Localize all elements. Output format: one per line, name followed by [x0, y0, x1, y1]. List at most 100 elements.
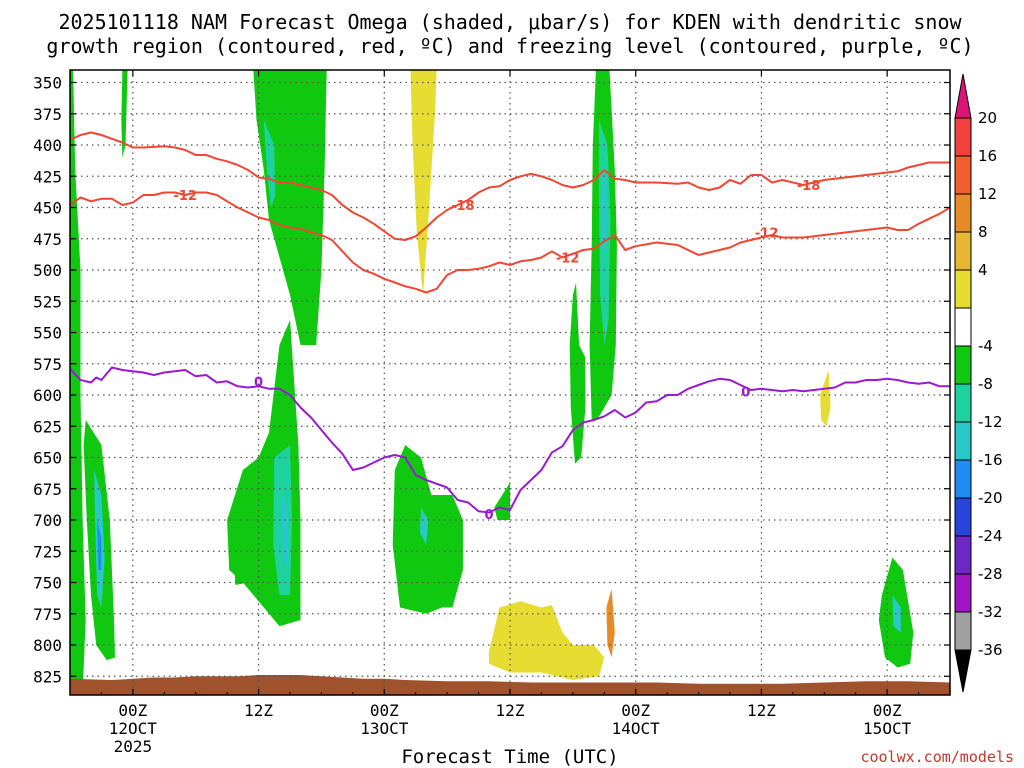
colorbar-band-4 — [954, 269, 972, 309]
colorbar-band-12 — [954, 573, 972, 613]
omega-region-11 — [410, 70, 437, 295]
x-tick-time-30: 00Z — [370, 701, 399, 720]
x-tick-date-54: 14OCT — [612, 719, 661, 738]
colorbar-band-11 — [954, 535, 972, 575]
contour-line-0 — [69, 131, 950, 241]
colorbar-band-10 — [954, 497, 972, 537]
colorbar-label-7: -12 — [978, 413, 1003, 431]
y-tick-label-575: 575 — [33, 355, 62, 374]
y-tick-label-700: 700 — [33, 511, 62, 530]
omega-region-16 — [606, 588, 615, 658]
omega-region-21 — [820, 370, 831, 427]
y-tick-label-650: 650 — [33, 449, 62, 468]
omega-region-4 — [121, 70, 128, 158]
x-tick-time-42: 12Z — [496, 701, 525, 720]
colorbar-label-0: 20 — [978, 109, 997, 127]
y-tick-label-550: 550 — [33, 324, 62, 343]
x-axis-label: Forecast Time (UTC) — [401, 746, 618, 768]
colorbar-label-3: 8 — [978, 223, 988, 241]
chart-title-line-1: 2025101118 NAM Forecast Omega (shaded, μ… — [58, 10, 962, 34]
credit-text: coolwx.com/models — [860, 748, 1014, 766]
contour-line-1 — [69, 191, 951, 294]
colorbar-label-9: -20 — [978, 489, 1003, 507]
colorbar-label-2: 12 — [978, 185, 997, 203]
y-tick-label-450: 450 — [33, 199, 62, 218]
y-tick-label-750: 750 — [33, 574, 62, 593]
y-tick-label-525: 525 — [33, 292, 62, 311]
omega-region-10 — [263, 120, 276, 208]
x-tick-time-78: 00Z — [873, 701, 902, 720]
colorbar-top-arrow — [954, 73, 972, 119]
colorbar: 20 16 12 8 4 -4 -8 -12 -16 -20 -24 -28 -32 -36 — [954, 73, 1003, 693]
colorbar-band-13 — [954, 611, 972, 651]
omega-region-12 — [392, 445, 463, 614]
contour-line-2 — [69, 366, 950, 514]
pressure-axis: 350 375 400 425 450 475 500 525 550 575 600 625 650 6… — [33, 74, 950, 686]
colorbar-label-8: -16 — [978, 451, 1003, 469]
contour-label-1-1: -12 — [556, 252, 580, 267]
contour-lines: -18 -18 -12 -12 -12 0 0 0 — [69, 131, 951, 523]
colorbar-bottom-arrow — [954, 649, 972, 693]
omega-region-15 — [489, 601, 605, 680]
colorbar-band-9 — [954, 459, 972, 499]
y-tick-label-425: 425 — [33, 167, 62, 186]
colorbar-band-0 — [954, 117, 972, 157]
y-tick-label-625: 625 — [33, 417, 62, 436]
colorbar-label-13: -36 — [978, 641, 1003, 659]
contour-label-2-2: 0 — [741, 385, 750, 400]
colorbar-label-1: 16 — [978, 147, 997, 165]
omega-region-13 — [419, 507, 429, 545]
grid-lines — [70, 70, 950, 695]
colorbar-band-5 — [954, 307, 972, 347]
y-tick-label-400: 400 — [33, 136, 62, 155]
y-tick-label-800: 800 — [33, 636, 62, 655]
omega-region-3 — [97, 520, 102, 570]
x-tick-time-54: 00Z — [621, 701, 650, 720]
chart-title-line-2: growth region (contoured, red, ºC) and f… — [46, 34, 973, 58]
x-tick-date-30: 13OCT — [360, 719, 409, 738]
contour-label-2-0: 0 — [254, 375, 263, 390]
colorbar-band-7 — [954, 383, 972, 423]
y-tick-label-775: 775 — [33, 605, 62, 624]
y-tick-label-375: 375 — [33, 105, 62, 124]
colorbar-label-6: -8 — [978, 375, 993, 393]
x-tick-time-66: 12Z — [747, 701, 776, 720]
x-tick-time-6: 00Z — [118, 701, 147, 720]
x-tick-time-18: 12Z — [244, 701, 273, 720]
x-tick-year-6: 2025 — [114, 737, 153, 756]
omega-region-17 — [569, 282, 586, 464]
omega-region-14 — [494, 482, 510, 520]
colorbar-band-1 — [954, 155, 972, 195]
colorbar-band-8 — [954, 421, 972, 461]
colorbar-band-2 — [954, 193, 972, 233]
colorbar-label-10: -24 — [978, 527, 1003, 545]
omega-region-7 — [281, 495, 288, 570]
contour-label-0-1: -18 — [797, 179, 821, 194]
terrain-layer — [70, 675, 950, 695]
contour-label-2-1: 0 — [485, 508, 494, 523]
y-tick-label-725: 725 — [33, 542, 62, 561]
contour-label-0-0: -18 — [451, 199, 475, 214]
omega-region-0 — [70, 70, 86, 693]
x-tick-date-6: 12OCT — [109, 719, 158, 738]
omega-region-23 — [892, 595, 901, 633]
contour-label-1-2: -12 — [755, 227, 779, 242]
y-tick-label-350: 350 — [33, 74, 62, 93]
colorbar-label-5: -4 — [978, 337, 993, 355]
y-tick-label-600: 600 — [33, 386, 62, 405]
y-tick-label-675: 675 — [33, 480, 62, 499]
y-tick-label-825: 825 — [33, 667, 62, 686]
colorbar-band-3 — [954, 231, 972, 271]
colorbar-label-12: -32 — [978, 603, 1003, 621]
omega-region-8 — [232, 507, 254, 585]
contour-label-1-0: -12 — [173, 189, 197, 204]
x-tick-date-78: 15OCT — [863, 719, 912, 738]
colorbar-label-4: 4 — [978, 261, 988, 279]
y-tick-label-500: 500 — [33, 261, 62, 280]
colorbar-band-6 — [954, 345, 972, 385]
omega-shading — [70, 70, 914, 693]
colorbar-label-11: -28 — [978, 565, 1003, 583]
y-tick-label-475: 475 — [33, 230, 62, 249]
